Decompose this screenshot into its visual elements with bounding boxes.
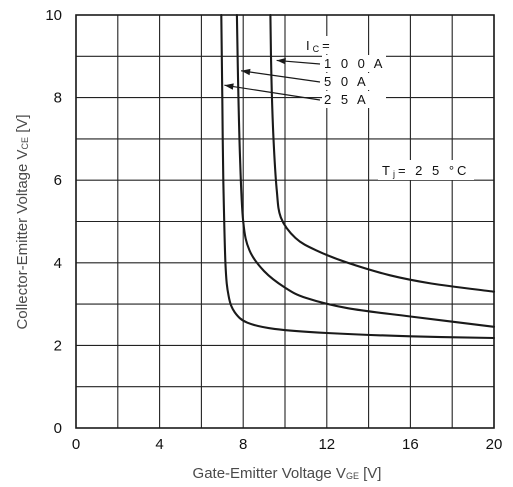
x-tick-label: 4	[155, 436, 163, 453]
tj-label: Tj= 2 5 °C	[382, 163, 469, 179]
tj-label-sub: j	[392, 169, 398, 179]
y-axis-title: Collector-Emitter Voltage VCE [V]	[14, 114, 31, 329]
ic-label-box: IC=	[300, 36, 352, 54]
x-tick-label: 12	[318, 436, 335, 453]
x-axis-title-main: Gate-Emitter Voltage V	[193, 465, 346, 482]
y-axis-title-main: Collector-Emitter Voltage V	[14, 149, 31, 329]
annotation-arrowhead	[241, 68, 251, 76]
y-tick-label: 2	[54, 337, 62, 354]
x-axis-title-unit: [V]	[359, 465, 382, 482]
y-axis-title-unit: [V]	[14, 114, 31, 137]
annotations: 1 0 0 A 5 0 A 2 5 A	[224, 55, 386, 108]
y-tick-label: 10	[45, 7, 62, 24]
x-tick-label: 0	[72, 436, 80, 453]
y-axis-title-sub: CE	[20, 137, 30, 150]
series-curves	[220, 13, 496, 340]
annotation-leader	[241, 70, 321, 83]
annotation-label-background	[322, 73, 386, 90]
annotation-label: 2 5 A	[324, 92, 369, 107]
y-tick-label: 4	[54, 255, 62, 272]
x-tick-label: 8	[239, 436, 247, 453]
series-line	[235, 13, 496, 328]
ic-label: IC=	[306, 38, 333, 54]
annotation-label: 1 0 0 A	[324, 56, 385, 71]
annotation-leader	[224, 84, 321, 101]
ic-label-sub: C	[313, 44, 323, 54]
x-tick-label: 20	[486, 436, 503, 453]
annotation-label-background	[322, 55, 386, 72]
ic-label-main: I	[306, 38, 313, 53]
plot-frame	[75, 14, 495, 429]
y-tick-label: 0	[54, 420, 62, 437]
annotation-arrowhead	[224, 83, 234, 90]
annotation-label-background	[322, 91, 386, 108]
annotation-label: 5 0 A	[324, 74, 369, 89]
x-axis-title: Gate-Emitter Voltage VGE [V]	[193, 465, 382, 482]
tick-labels: 0 4 8 12 16 20 0 2 4 6 8 10	[45, 7, 502, 453]
annotation-arrowhead	[276, 57, 286, 65]
tj-label-box: Tj= 2 5 °C	[378, 160, 474, 180]
y-tick-label: 6	[54, 172, 62, 189]
series-line	[220, 13, 496, 340]
tj-label-suffix: = 2 5 °C	[398, 163, 469, 178]
series-line	[269, 13, 496, 293]
ic-label-suffix: =	[322, 38, 333, 53]
tj-label-main: T	[382, 163, 393, 178]
x-tick-label: 16	[402, 436, 419, 453]
y-tick-label: 8	[54, 90, 62, 107]
x-axis-title-sub: GE	[346, 471, 359, 481]
